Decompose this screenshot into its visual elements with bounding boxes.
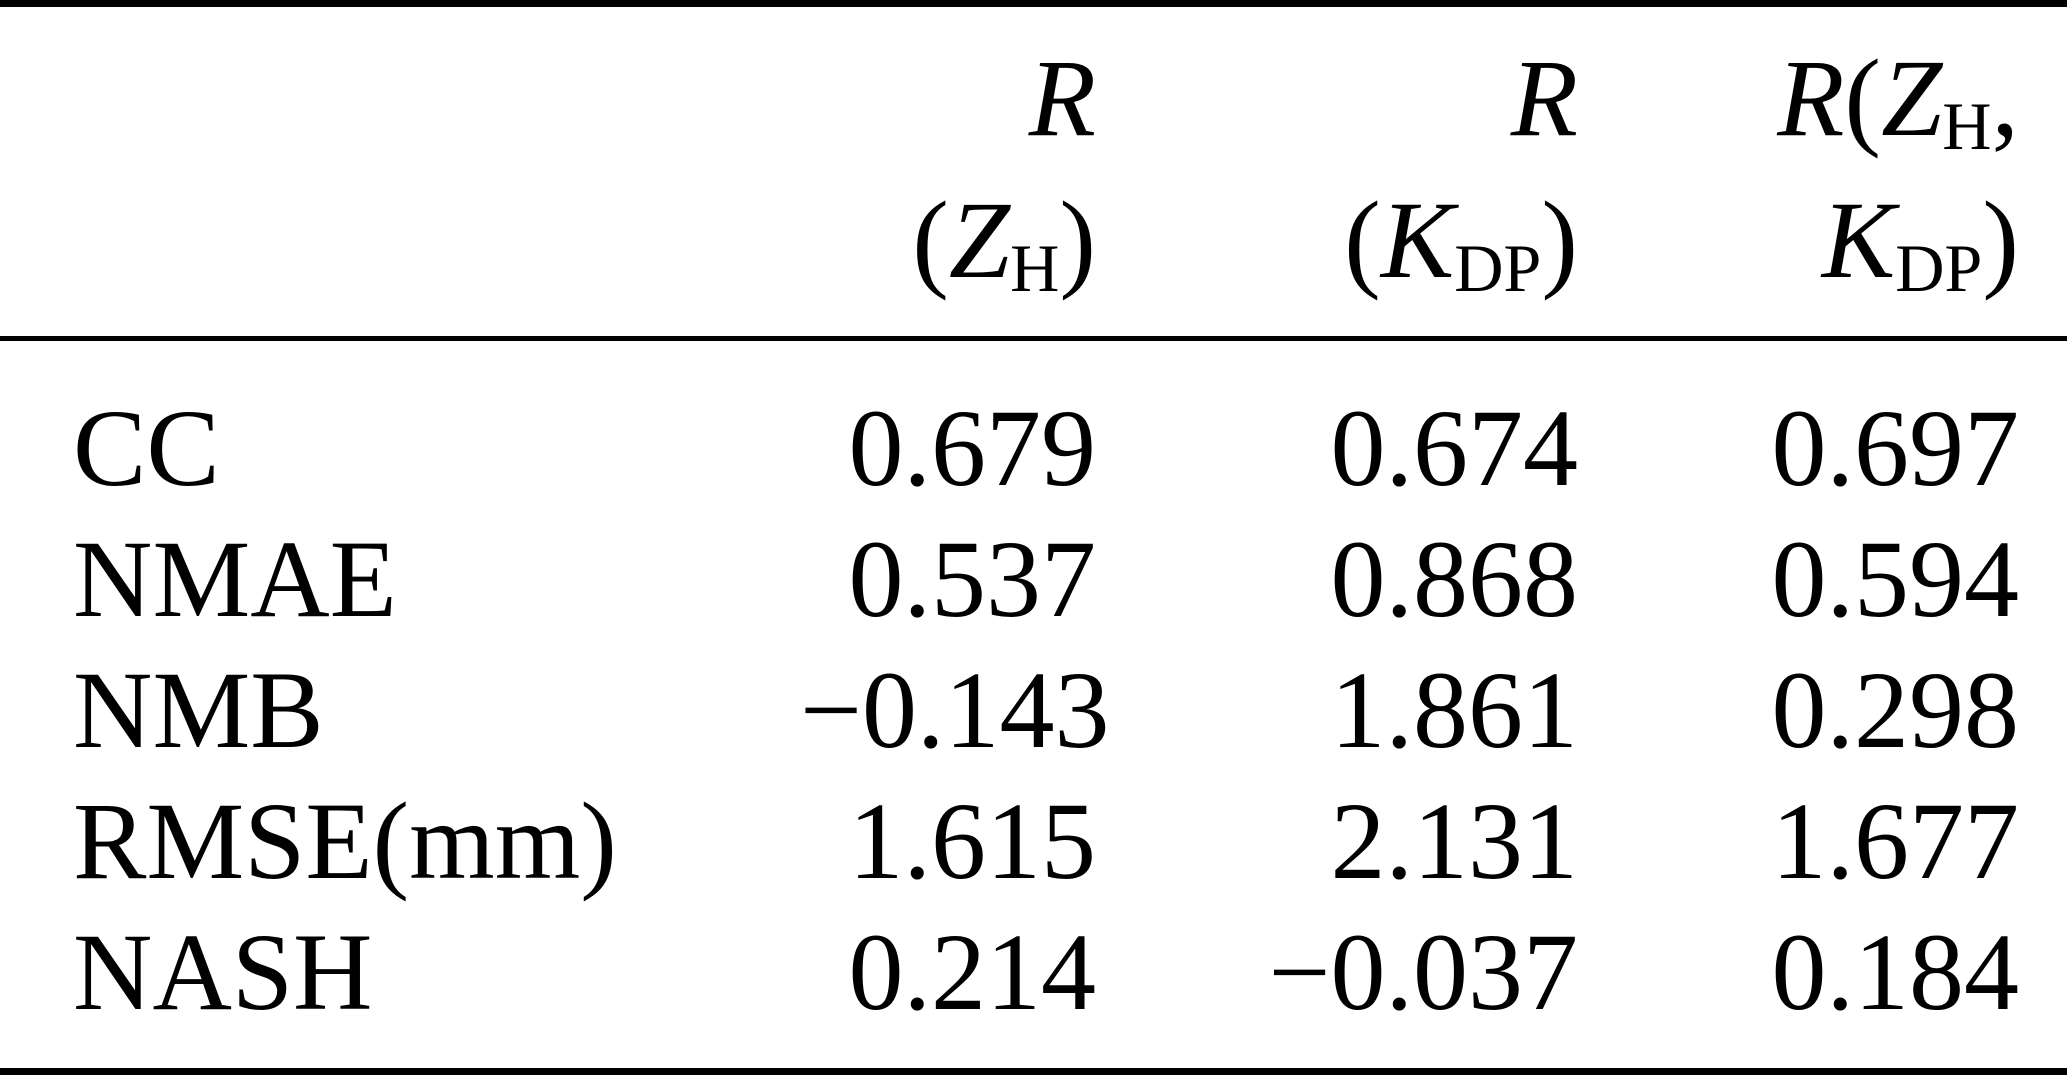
cell-nmb-r-zh-kdp: 0.298: [1771, 649, 2020, 771]
cell-nash-r-zh: 0.214: [848, 911, 1097, 1033]
header-r-kdp-line2: (KDP): [1344, 179, 1578, 306]
cell-nash-r-kdp: −0.037: [1268, 911, 1578, 1033]
cell-rmse-r-zh-kdp: 1.677: [1771, 780, 2020, 902]
cell-cc-r-zh-kdp: 0.697: [1771, 387, 2020, 509]
table-row-nmae: NMAE 0.537 0.868 0.594: [0, 514, 2067, 645]
cell-nmae-r-kdp: 0.868: [1330, 518, 1579, 640]
header-r-kdp-line1: R: [1510, 37, 1578, 159]
cell-nmb-r-kdp: 1.861: [1330, 649, 1579, 771]
row-label-rmse: RMSE(mm): [73, 780, 617, 902]
header-r-kdp: R (KDP): [1110, 3, 1592, 341]
cell-nash-r-zh-kdp: 0.184: [1771, 911, 2020, 1033]
cell-cc-r-kdp: 0.674: [1330, 387, 1579, 509]
row-label-nmb: NMB: [73, 649, 324, 771]
row-label-nmae: NMAE: [73, 518, 397, 640]
header-r-zh-line2: (ZH): [912, 179, 1096, 306]
header-r-zh-kdp-line2: KDP): [1821, 179, 2019, 306]
table-row-nmb: NMB −0.143 1.861 0.298: [0, 645, 2067, 776]
cell-nmb-r-zh: −0.143: [800, 649, 1110, 771]
cell-rmse-r-kdp: 2.131: [1330, 780, 1579, 902]
header-row: R (ZH) R (KDP) R(ZH, KDP): [0, 3, 2067, 341]
cell-cc-r-zh: 0.679: [848, 387, 1097, 509]
header-r-zh: R (ZH): [800, 3, 1110, 341]
cell-rmse-r-zh: 1.615: [848, 780, 1097, 902]
row-label-cc: CC: [73, 387, 220, 509]
header-blank-cell: [0, 3, 800, 341]
header-r-zh-kdp-line1: R(ZH,: [1777, 37, 2019, 164]
header-r-zh-line1: R: [1028, 37, 1096, 159]
table-row-cc: CC 0.679 0.674 0.697: [0, 339, 2067, 515]
header-r-zh-kdp: R(ZH, KDP): [1592, 3, 2067, 341]
table-row-nash: NASH 0.214 −0.037 0.184: [0, 907, 2067, 1072]
row-label-nash: NASH: [73, 911, 373, 1033]
cell-nmae-r-zh: 0.537: [848, 518, 1097, 640]
table-row-rmse: RMSE(mm) 1.615 2.131 1.677: [0, 776, 2067, 907]
cell-nmae-r-zh-kdp: 0.594: [1771, 518, 2020, 640]
